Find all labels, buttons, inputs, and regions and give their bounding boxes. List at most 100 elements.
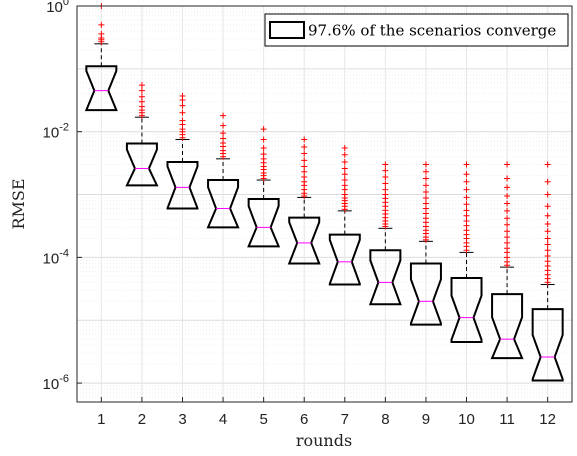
outlier-point [544, 228, 551, 235]
legend-label: 97.6% of the scenarios converge [308, 22, 556, 40]
x-axis-ticks: 1 2 3 4 5 6 7 8 9 10 11 12 [97, 397, 556, 428]
outlier-point [260, 151, 267, 158]
x-tick-label: 5 [259, 411, 267, 428]
outlier-point [463, 178, 470, 185]
y-tick-label: 10-6 [43, 373, 69, 393]
outlier-point [504, 184, 511, 191]
outlier-point [504, 234, 511, 241]
legend-swatch [269, 21, 305, 39]
x-tick-label: 8 [381, 411, 389, 428]
x-tick-label: 11 [499, 411, 515, 428]
outlier-point [301, 150, 308, 157]
outlier-point [301, 163, 308, 170]
box-4 [206, 179, 240, 229]
outlier-point [179, 109, 186, 116]
outlier-point [341, 145, 348, 152]
outlier-point [422, 175, 429, 182]
outlier-point [463, 212, 470, 219]
outlier-point [504, 228, 511, 235]
outlier-point [179, 92, 186, 99]
y-axis-title: RMSE [9, 178, 28, 229]
box-2 [125, 142, 159, 187]
outlier-point [260, 145, 267, 152]
outlier-point [220, 130, 227, 137]
outlier-point [422, 168, 429, 175]
box-12 [531, 308, 564, 382]
outlier-point [544, 241, 551, 248]
outlier-point [138, 87, 145, 94]
x-tick-label: 4 [219, 411, 227, 428]
outlier-point [220, 112, 227, 119]
outlier-point [463, 217, 470, 224]
y-tick-label: 100 [46, 0, 69, 16]
x-tick-label: 3 [178, 411, 186, 428]
outlier-point [463, 186, 470, 193]
box-10 [450, 276, 483, 344]
outlier-point [422, 161, 429, 168]
outlier-point [341, 165, 348, 172]
outlier-point [138, 82, 145, 89]
x-tick-label: 2 [138, 411, 146, 428]
outlier-point [544, 258, 551, 265]
x-tick-label: 7 [341, 411, 349, 428]
outlier-point [301, 174, 308, 181]
outlier-point [463, 207, 470, 214]
outlier-point [260, 126, 267, 133]
legend-box [264, 13, 569, 47]
outlier-point [382, 186, 389, 193]
outlier-point [463, 201, 470, 208]
outlier-point [301, 168, 308, 175]
outlier-point [341, 158, 348, 165]
outlier-point [382, 167, 389, 174]
outlier-point [260, 136, 267, 143]
outlier-point [220, 122, 227, 129]
x-tick-label: 10 [458, 411, 475, 428]
outlier-point [382, 161, 389, 168]
outlier-point [544, 161, 551, 168]
outlier-point [504, 221, 511, 228]
outlier-point [544, 220, 551, 227]
legend: 97.6% of the scenarios converge [264, 13, 569, 47]
outlier-point [504, 245, 511, 252]
plot-area [77, 6, 572, 402]
box-3 [166, 160, 199, 210]
outlier-point [220, 135, 227, 142]
boxes [84, 65, 564, 382]
outlier-point [544, 203, 551, 210]
outlier-point [422, 182, 429, 189]
outlier-point [422, 200, 429, 207]
outlier-point [301, 144, 308, 151]
outlier-point [544, 178, 551, 185]
outlier-point [301, 157, 308, 164]
y-tick-label: 10-2 [43, 122, 69, 142]
outlier-point [463, 194, 470, 201]
outlier-point [504, 239, 511, 246]
outlier-point [179, 102, 186, 109]
outlier-point [544, 235, 551, 242]
box-11 [490, 293, 524, 360]
box-9 [409, 262, 442, 326]
box-8 [368, 249, 402, 306]
outlier-point [504, 161, 511, 168]
outlier-point [138, 93, 145, 100]
outlier-point [341, 182, 348, 189]
outlier-point [544, 247, 551, 254]
outlier-point [422, 188, 429, 195]
outlier-point [179, 117, 186, 124]
outlier-point [463, 161, 470, 168]
outlier-point [504, 192, 511, 199]
y-tick-label: 10-4 [43, 247, 69, 267]
box-5 [247, 197, 281, 248]
x-tick-label: 6 [300, 411, 308, 428]
outlier-point [463, 171, 470, 178]
outlier-point [382, 174, 389, 181]
outlier-point [341, 177, 348, 184]
outlier-point [382, 180, 389, 187]
outlier-point [544, 191, 551, 198]
outlier-point [504, 215, 511, 222]
outlier-point [341, 171, 348, 178]
x-tick-label: 1 [97, 411, 105, 428]
outlier-point [98, 21, 105, 28]
box-7 [328, 233, 361, 286]
